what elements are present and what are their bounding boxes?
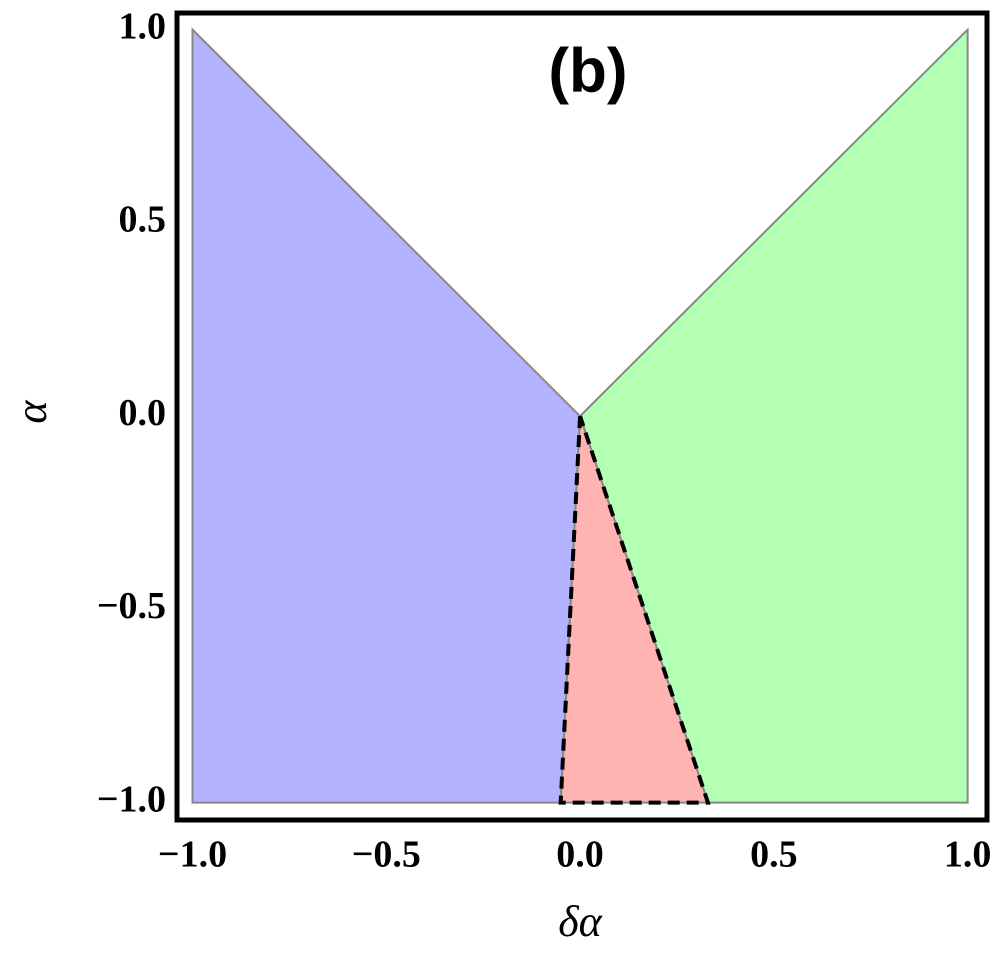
y-tick-label: −1.0	[97, 778, 166, 820]
region	[191, 27, 582, 804]
x-tick-label: −0.5	[352, 834, 421, 876]
y-axis-label: α	[7, 400, 56, 424]
boundary-line	[558, 415, 711, 805]
x-tick-label: 0.0	[556, 834, 604, 876]
plot-frame	[174, 10, 990, 823]
x-tick-label: 1.0	[944, 834, 992, 876]
y-tick-label: 0.0	[119, 392, 167, 434]
chart-title: (b)	[548, 36, 627, 105]
x-tick-label: 0.5	[750, 834, 798, 876]
y-tick-label: −0.5	[97, 585, 166, 627]
y-tick-label: 0.5	[119, 199, 167, 241]
x-axis-label: δα	[558, 897, 602, 946]
y-tick-label: 1.0	[119, 5, 167, 47]
x-tick-label: −1.0	[158, 834, 227, 876]
